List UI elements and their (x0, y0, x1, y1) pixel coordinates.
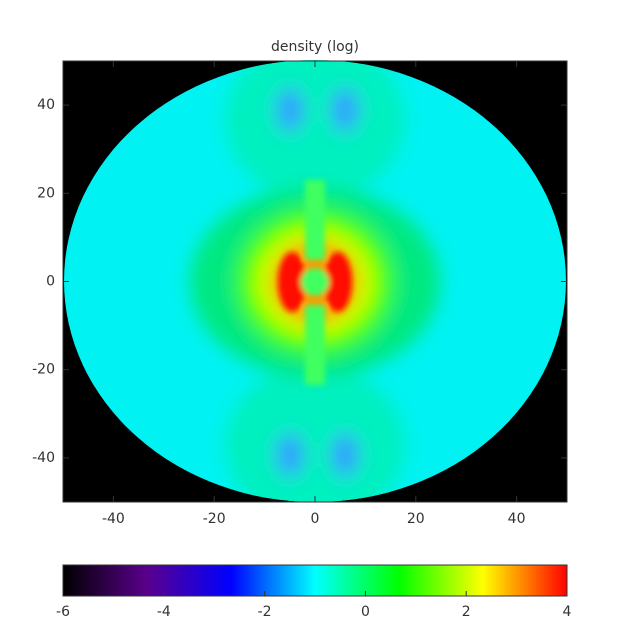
chart-title: density (log) (271, 39, 359, 55)
colorbar-tick-label: -2 (258, 604, 272, 620)
y-tick-label: -40 (32, 450, 55, 466)
x-tick-label: 20 (407, 511, 425, 527)
y-tick-label: -20 (32, 362, 55, 378)
x-tick-label: -20 (203, 511, 226, 527)
density-image (63, 60, 567, 502)
x-tick-label: -40 (102, 511, 125, 527)
colorbar (63, 565, 567, 596)
colorbar-frame (62, 564, 568, 597)
colorbar-tick-label: 0 (361, 604, 370, 620)
x-tick-label: 40 (508, 511, 526, 527)
colorbar-tick-label: 2 (462, 604, 471, 620)
colorbar-tick-label: -6 (56, 604, 70, 620)
y-tick-label: 20 (37, 185, 55, 201)
colorbar-tick-label: 4 (563, 604, 572, 620)
y-tick-label: 40 (37, 97, 55, 113)
y-tick-label: 0 (46, 274, 55, 290)
x-tick-label: 0 (311, 511, 320, 527)
colorbar-tick-label: -4 (157, 604, 171, 620)
